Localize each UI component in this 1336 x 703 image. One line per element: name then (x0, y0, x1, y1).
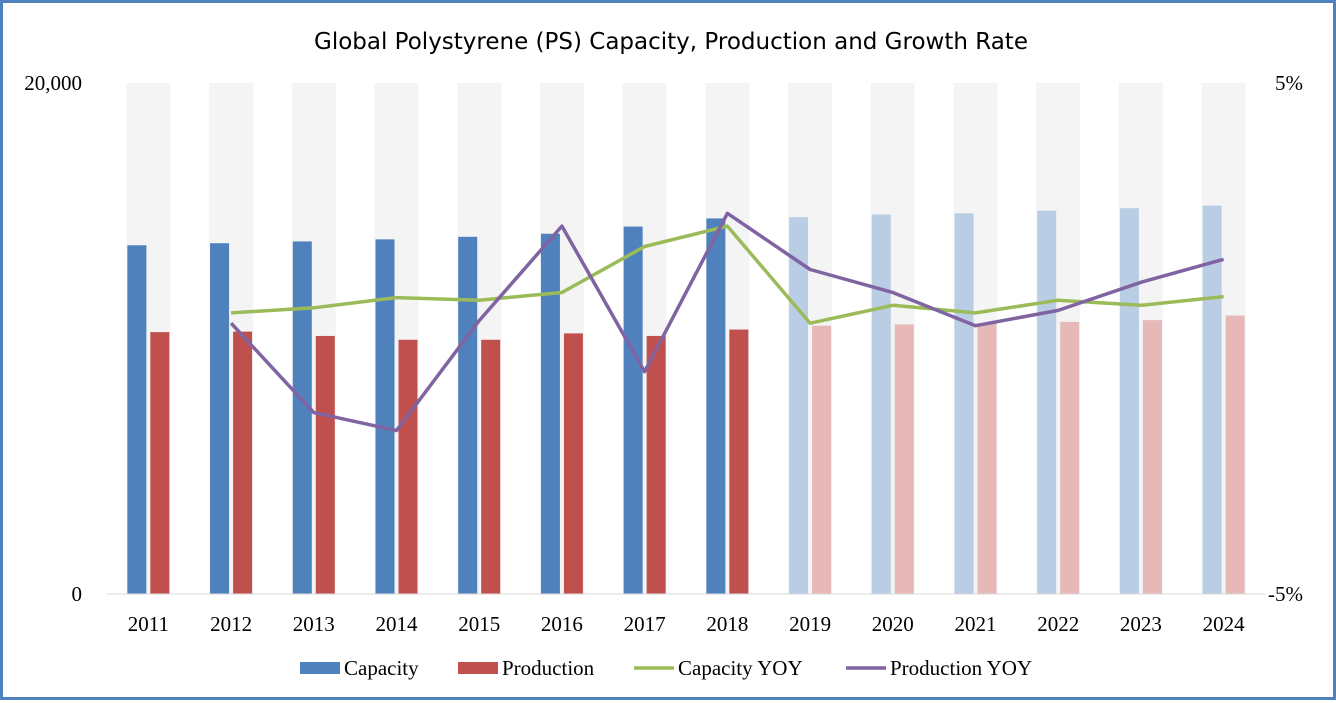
x-tick-label: 2015 (458, 612, 500, 636)
x-tick-label: 2012 (210, 612, 252, 636)
production-bar (812, 326, 831, 594)
capacity-bar (872, 215, 891, 594)
x-tick-label: 2023 (1120, 612, 1162, 636)
x-tick-label: 2017 (624, 612, 666, 636)
legend: Capacity Production Capacity YOY Production… (300, 656, 1032, 680)
x-tick-label: 2018 (706, 612, 748, 636)
capacity-bar (624, 227, 643, 594)
production-bar (481, 340, 500, 594)
chart-svg: Global Polystyrene (PS) Capacity, Produc… (3, 3, 1336, 703)
production-bar (1143, 320, 1162, 594)
y-left-tick-label: 0 (72, 582, 83, 606)
legend-label-capacity-yoy: Capacity YOY (678, 656, 803, 680)
x-tick-label: 2016 (541, 612, 583, 636)
capacity-bar (458, 237, 477, 594)
y-right-tick-label: -5% (1268, 582, 1303, 606)
capacity-bar (541, 234, 560, 594)
production-bar (1226, 316, 1245, 594)
x-tick-label: 2011 (128, 612, 169, 636)
x-tick-label: 2021 (955, 612, 997, 636)
y-right-tick-label: 5% (1275, 71, 1303, 95)
capacity-bar (706, 218, 725, 594)
x-tick-label: 2020 (872, 612, 914, 636)
production-bar (564, 333, 583, 594)
chart-title: Global Polystyrene (PS) Capacity, Produc… (314, 29, 1028, 55)
legend-swatch-production (458, 662, 498, 674)
production-bar (729, 330, 748, 594)
x-tick-label: 2024 (1203, 612, 1246, 636)
capacity-bar (789, 217, 808, 594)
production-bar (978, 323, 997, 594)
production-bar (316, 336, 335, 594)
legend-label-capacity: Capacity (344, 656, 419, 680)
capacity-bar (210, 243, 229, 594)
legend-label-production-yoy: Production YOY (890, 656, 1032, 680)
capacity-bar (1120, 208, 1139, 594)
production-bar (233, 332, 252, 594)
x-tick-label: 2013 (293, 612, 335, 636)
x-tick-label: 2019 (789, 612, 831, 636)
legend-label-production: Production (502, 656, 595, 680)
capacity-bar (955, 213, 974, 594)
capacity-bar (127, 245, 146, 594)
x-tick-label: 2022 (1037, 612, 1079, 636)
capacity-bar (1037, 211, 1056, 594)
capacity-bar (293, 241, 312, 594)
legend-swatch-capacity (300, 662, 340, 674)
capacity-bar (376, 239, 395, 594)
production-bar (150, 332, 169, 594)
production-bar (895, 324, 914, 594)
y-left-tick-label: 20,000 (24, 71, 82, 95)
x-tick-label: 2014 (376, 612, 419, 636)
production-bar (647, 336, 666, 594)
production-bar (1060, 322, 1079, 594)
production-bar (399, 340, 418, 594)
